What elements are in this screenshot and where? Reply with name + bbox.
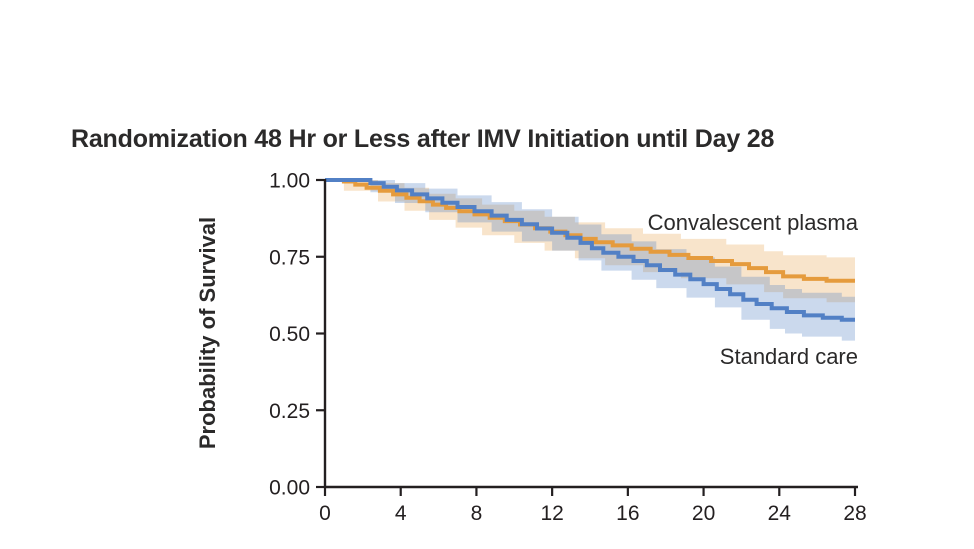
x-tick-label: 0 bbox=[319, 502, 331, 525]
y-tick-label: 0.00 bbox=[269, 477, 310, 500]
y-tick-label: 1.00 bbox=[269, 170, 310, 193]
chart-title: Randomization 48 Hr or Less after IMV In… bbox=[71, 125, 775, 153]
x-axis-ticks: 0 4 8 12 16 20 24 28 bbox=[319, 487, 867, 525]
x-tick-label: 12 bbox=[540, 502, 563, 525]
y-tick-label: 0.75 bbox=[269, 246, 310, 269]
y-axis-ticks: 1.00 0.75 0.50 0.25 0.00 bbox=[269, 170, 325, 500]
series-label-standard-care: Standard care bbox=[720, 344, 858, 369]
y-tick-label: 0.25 bbox=[269, 400, 310, 423]
x-tick-label: 16 bbox=[616, 502, 639, 525]
x-tick-label: 24 bbox=[768, 502, 792, 525]
y-tick-label: 0.50 bbox=[269, 323, 310, 346]
confidence-bands bbox=[325, 180, 855, 341]
x-tick-label: 8 bbox=[471, 502, 483, 525]
series-label-convalescent-plasma: Convalescent plasma bbox=[648, 210, 859, 235]
x-tick-label: 20 bbox=[692, 502, 715, 525]
x-tick-label: 4 bbox=[395, 502, 407, 525]
confidence-band-standard-care bbox=[325, 180, 855, 341]
survival-curves bbox=[325, 178, 855, 322]
survival-curve-standard-care bbox=[325, 178, 855, 322]
x-tick-label: 28 bbox=[843, 502, 866, 525]
y-axis-label: Probability of Survival bbox=[195, 217, 220, 449]
